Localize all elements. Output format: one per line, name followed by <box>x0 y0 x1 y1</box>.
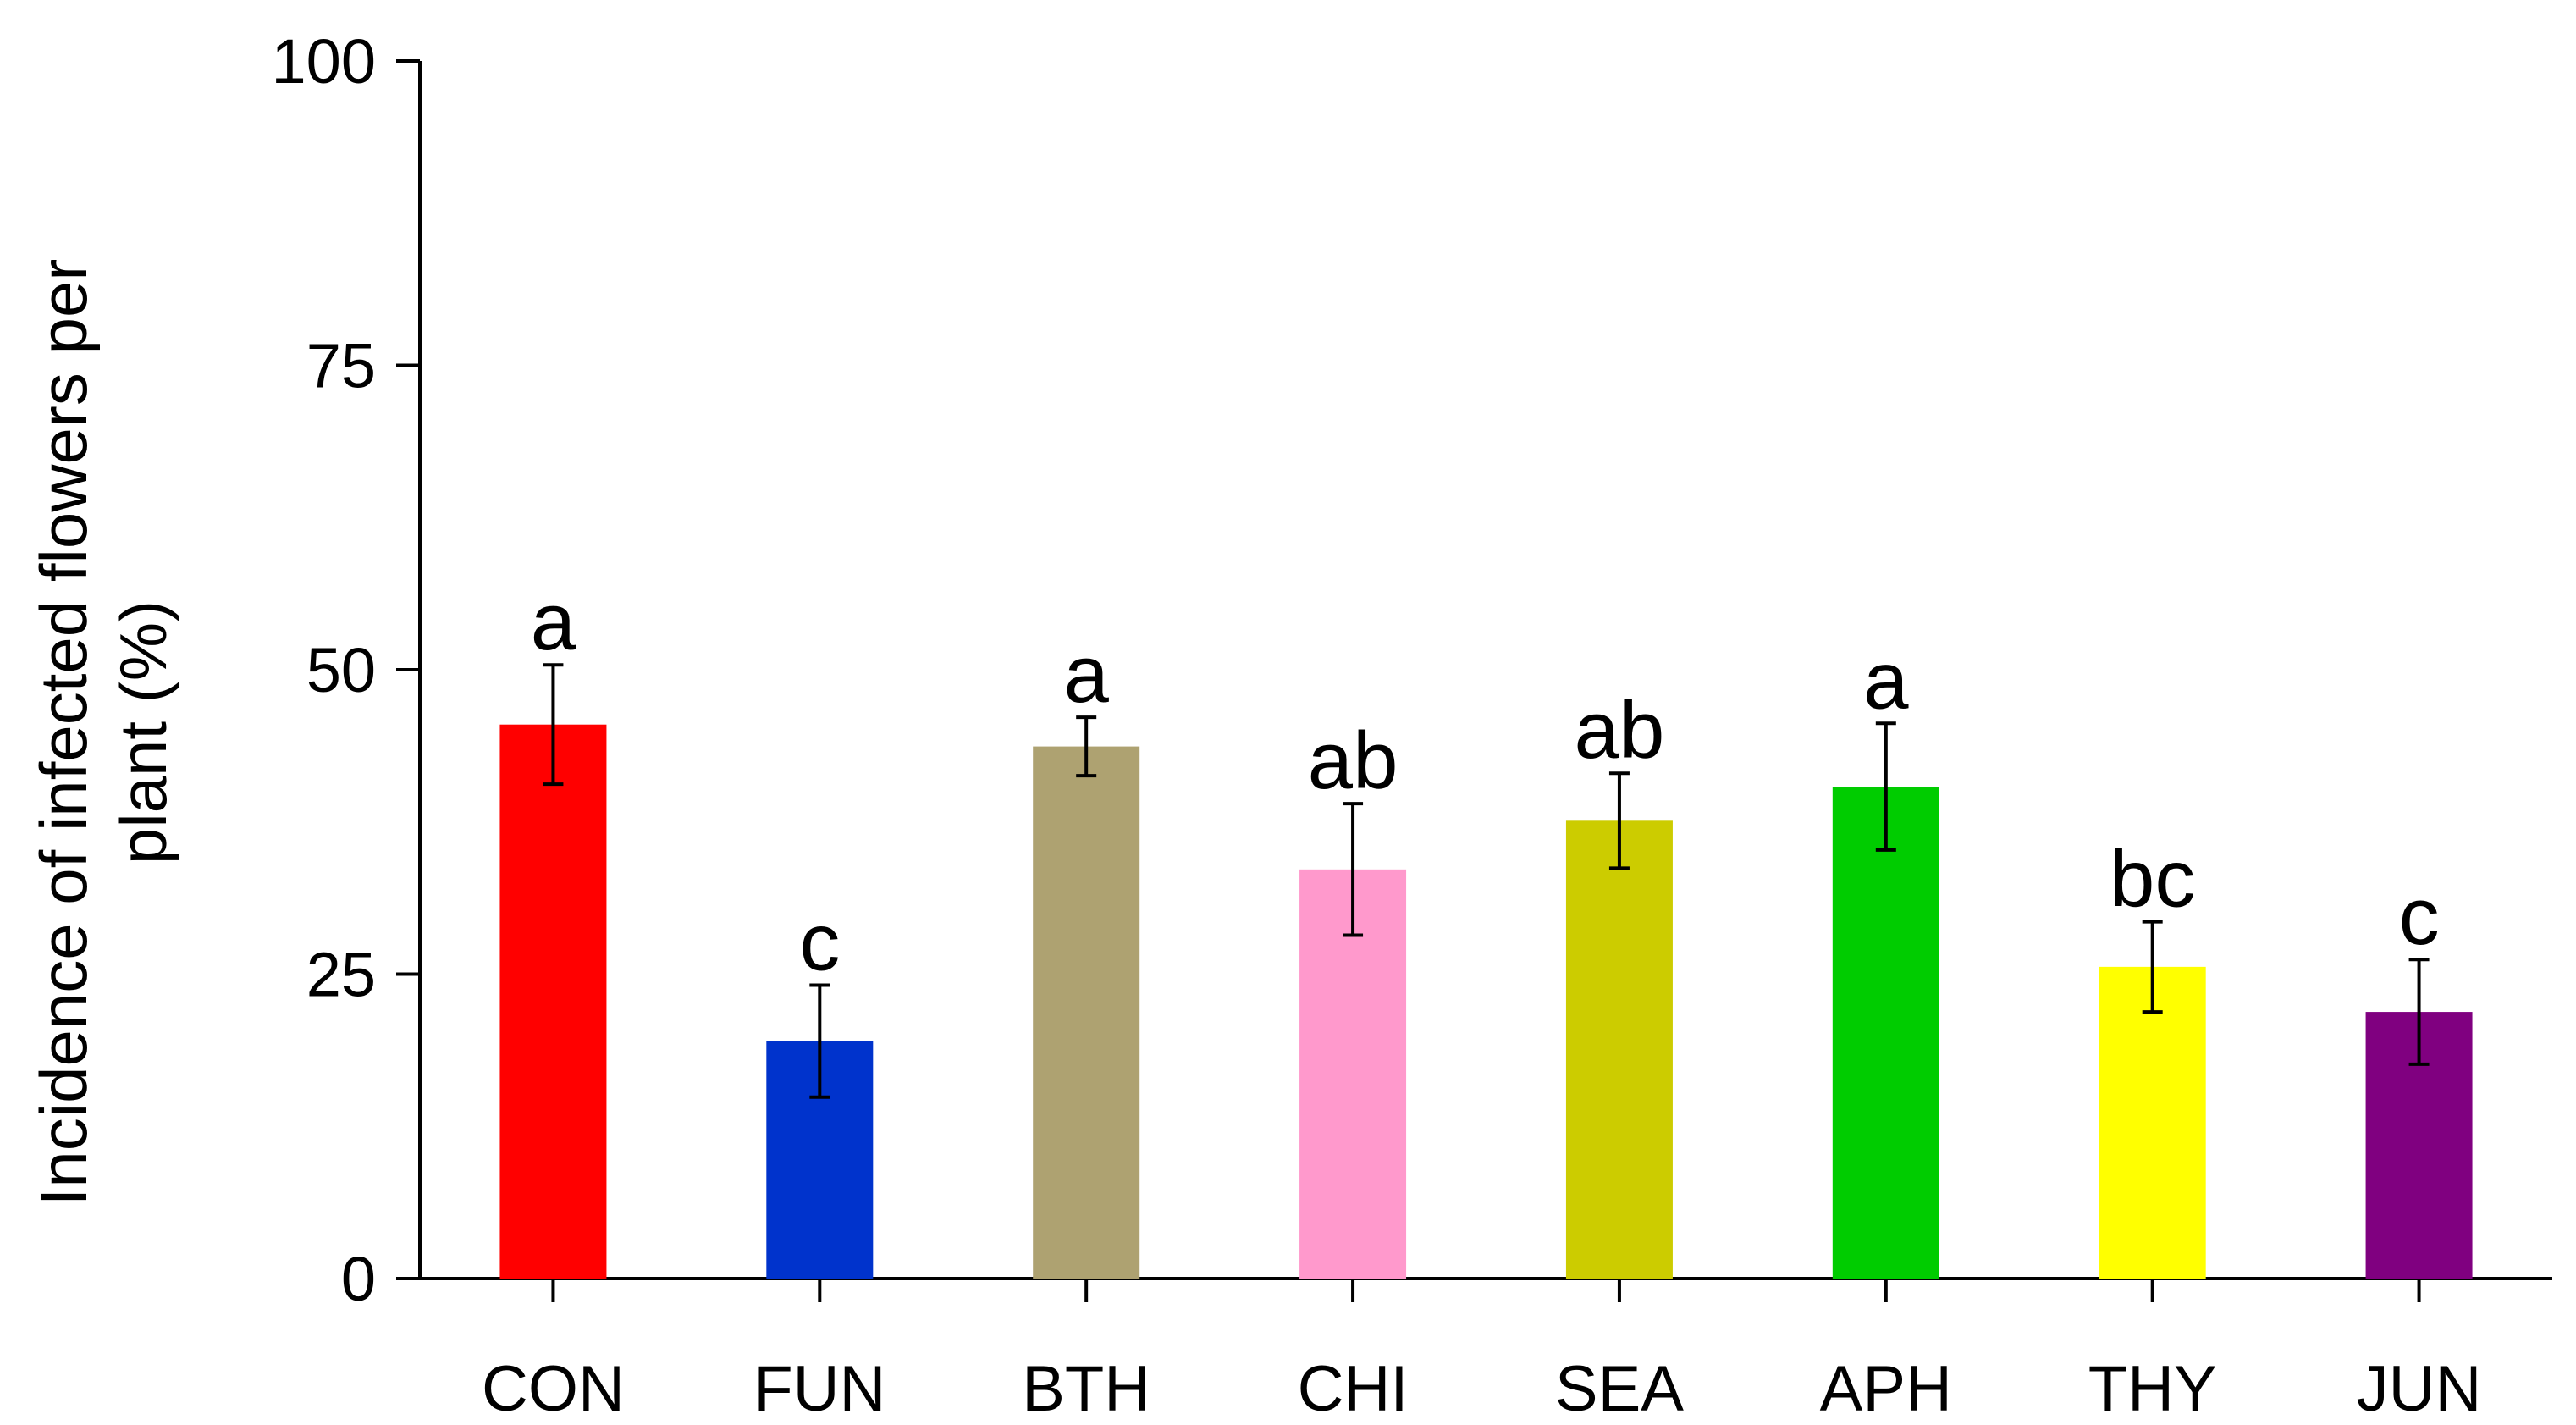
x-category-label-aph: APH <box>1820 1353 1952 1425</box>
bar-thy <box>2099 966 2206 1279</box>
x-axis-categories: CON FUN BTH CHI SEA APH THY JUN <box>482 1279 2481 1425</box>
y-tick-label: 50 <box>306 635 376 705</box>
axes <box>418 61 2552 1280</box>
y-axis-title-rotated: Incidence of infected flowers per plant (… <box>26 259 180 1207</box>
x-category-label-bth: BTH <box>1022 1353 1150 1425</box>
x-category-label-chi: CHI <box>1298 1353 1409 1425</box>
y-axis-ticks: 0 25 50 75 100 <box>272 26 420 1314</box>
y-tick-label: 100 <box>272 26 376 97</box>
significance-letter-con: a <box>531 577 576 667</box>
significance-letters: a c a ab ab a bc c <box>531 577 2440 987</box>
bar-con <box>499 724 607 1279</box>
y-tick-label: 75 <box>306 331 376 401</box>
bar-bth <box>1033 746 1140 1279</box>
significance-letter-chi: ab <box>1308 715 1398 806</box>
y-axis-title-line: Incidence of infected flowers per <box>26 259 101 1207</box>
significance-letter-bth: a <box>1063 629 1109 720</box>
x-category-label-thy: THY <box>2088 1353 2217 1425</box>
significance-letter-fun: c <box>799 897 840 987</box>
error-bars <box>543 663 2430 1099</box>
x-category-label-sea: SEA <box>1555 1353 1684 1425</box>
bar-aph <box>1832 787 1939 1279</box>
x-category-label-con: CON <box>482 1353 625 1425</box>
significance-letter-jun: c <box>2399 871 2440 962</box>
x-category-label-jun: JUN <box>2357 1353 2482 1425</box>
x-category-label-fun: FUN <box>753 1353 885 1425</box>
y-tick-label: 0 <box>341 1244 376 1314</box>
bar-sea <box>1565 820 1673 1279</box>
significance-letter-sea: ab <box>1575 685 1665 776</box>
bar-chi <box>1299 869 1407 1279</box>
bars <box>499 724 2473 1279</box>
significance-letter-thy: bc <box>2110 834 2195 925</box>
y-axis-title-line: plant (%) <box>106 600 180 864</box>
y-axis-title: Incidence of infected flowers per plant (… <box>26 259 180 1207</box>
significance-letter-aph: a <box>1863 635 1909 726</box>
y-tick-label: 25 <box>306 940 376 1010</box>
